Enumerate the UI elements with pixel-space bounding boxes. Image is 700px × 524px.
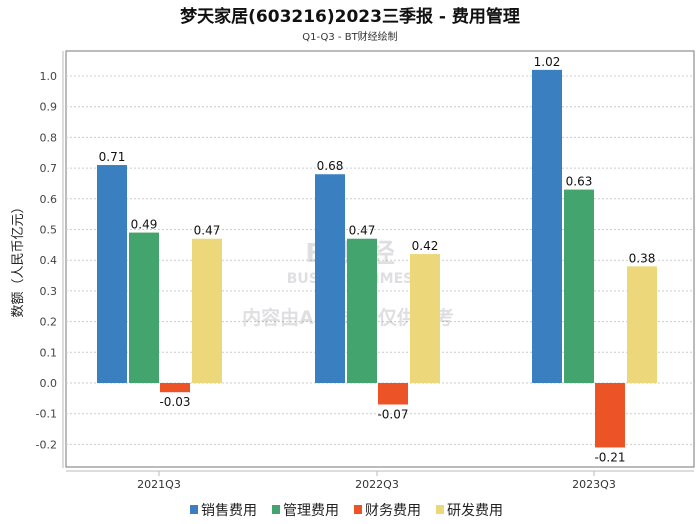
- bar: [160, 383, 190, 393]
- y-axis-label: 数额（人民币亿元）: [11, 200, 26, 317]
- bar: [564, 189, 594, 383]
- bar: [129, 232, 159, 383]
- legend-item[interactable]: 研发费用: [447, 503, 503, 519]
- y-tick-label: 0.8: [40, 131, 58, 144]
- data-label: 0.71: [99, 150, 126, 164]
- data-label: 0.42: [412, 239, 439, 253]
- y-tick-label: 0.0: [40, 377, 58, 390]
- data-label: 0.68: [317, 159, 344, 173]
- bar: [192, 238, 222, 383]
- x-tick-label: 2021Q3: [137, 478, 181, 491]
- y-tick-label: 0.3: [40, 285, 58, 298]
- bar: [627, 266, 657, 383]
- y-tick-label: -0.2: [36, 438, 57, 451]
- y-tick-label: 0.9: [40, 101, 58, 114]
- chart-subtitle: Q1-Q3 - BT财经绘制: [302, 30, 397, 43]
- bar: [410, 254, 440, 383]
- legend-item[interactable]: 管理费用: [283, 503, 339, 519]
- bar: [97, 165, 127, 383]
- legend-item[interactable]: 销售费用: [201, 503, 257, 519]
- y-tick-label: 0.4: [40, 254, 58, 267]
- bar: [595, 383, 625, 448]
- legend-item[interactable]: 财务费用: [365, 503, 421, 519]
- data-label: -0.07: [377, 407, 408, 421]
- bar: [532, 69, 562, 384]
- data-label: -0.21: [594, 450, 625, 464]
- data-label: 0.49: [131, 218, 158, 232]
- y-tick-label: 0.7: [40, 162, 58, 175]
- x-tick-label: 2022Q3: [355, 478, 399, 491]
- data-label: 0.47: [349, 224, 376, 238]
- bar: [315, 174, 345, 383]
- plot-area: [65, 50, 695, 468]
- y-tick-label: 0.5: [40, 224, 58, 237]
- data-label: 0.47: [194, 224, 221, 238]
- bar: [347, 238, 377, 383]
- bar: [378, 383, 408, 405]
- data-label: 0.38: [629, 251, 656, 265]
- y-tick-label: 0.1: [40, 346, 58, 359]
- legend-swatch: [190, 505, 198, 514]
- chart-title: 梦天家居(603216)2023三季报 - 费用管理: [180, 6, 520, 27]
- legend-swatch: [272, 505, 280, 514]
- legend-swatch: [354, 505, 362, 514]
- legend-swatch: [436, 505, 444, 514]
- y-tick-label: 0.6: [40, 193, 58, 206]
- y-tick-label: 0.2: [40, 316, 58, 329]
- y-tick-label: 1.0: [40, 70, 58, 83]
- data-label: -0.03: [159, 395, 190, 409]
- data-label: 1.02: [534, 55, 561, 69]
- data-label: 0.63: [566, 175, 593, 189]
- x-tick-label: 2023Q3: [572, 478, 616, 491]
- y-tick-label: -0.1: [36, 408, 57, 421]
